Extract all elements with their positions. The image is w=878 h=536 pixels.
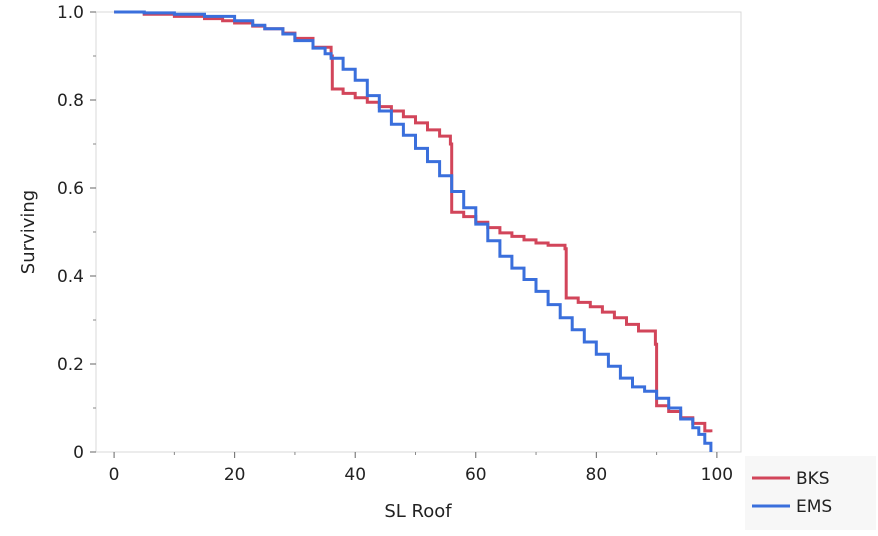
x-tick-label: 100 (701, 465, 733, 485)
legend[interactable]: BKS EMS (745, 456, 876, 530)
y-tick-label: 0.6 (57, 179, 84, 199)
x-tick-label: 60 (465, 465, 487, 485)
series-line-ems (114, 10, 713, 452)
y-tick-label: 0 (73, 443, 84, 463)
x-tick-label: 80 (586, 465, 608, 485)
y-axis-title: Surviving (18, 190, 39, 274)
x-tick-label: 20 (224, 465, 246, 485)
y-tick-label: 0.8 (57, 91, 84, 111)
y-tick-label: 0.4 (57, 267, 84, 287)
legend-label-ems[interactable]: EMS (796, 497, 832, 517)
x-axis-title: SL Roof (384, 501, 452, 522)
y-axis: 0 0.2 0.4 0.6 0.8 1.0 (57, 3, 96, 463)
series-layer (114, 10, 713, 452)
y-tick-label: 0.2 (57, 355, 84, 375)
x-axis: 0 20 40 60 80 100 (109, 452, 733, 485)
legend-label-bks[interactable]: BKS (796, 469, 830, 489)
x-tick-label: 0 (109, 465, 120, 485)
x-tick-label: 40 (344, 465, 366, 485)
legend-background (745, 456, 876, 530)
y-tick-label: 1.0 (57, 3, 84, 23)
